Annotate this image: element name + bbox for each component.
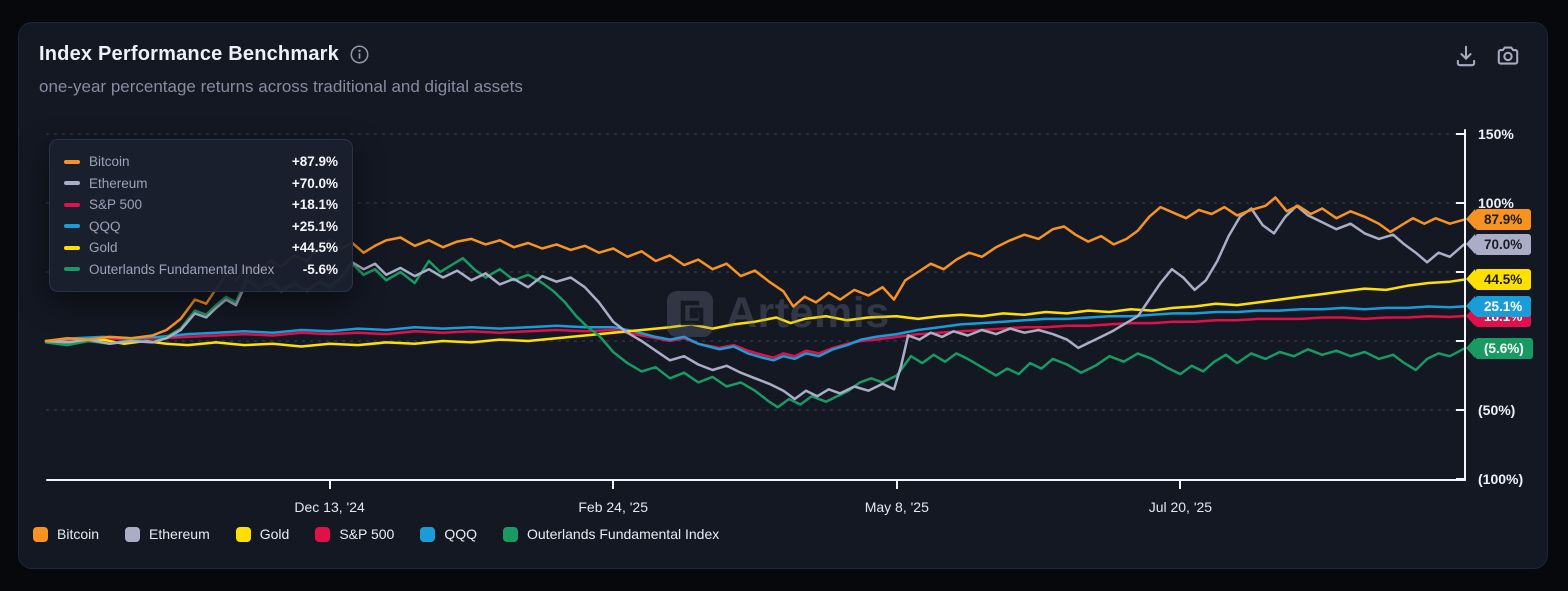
tooltip-series-value: +70.0%: [291, 175, 338, 191]
value-badge: 25.1%: [1466, 295, 1532, 317]
series-dash-swatch: [64, 159, 80, 164]
tooltip-series-value: +18.1%: [291, 197, 338, 213]
y-tick-mark: [1456, 409, 1465, 411]
tooltip-row: Ethereum +70.0%: [64, 173, 338, 195]
y-tick-mark: [1456, 133, 1465, 135]
y-tick-label: 150%: [1478, 126, 1514, 142]
value-badge-tip: [1466, 295, 1475, 316]
legend-label: S&P 500: [339, 526, 395, 542]
y-tick-mark: [1456, 340, 1465, 342]
card-subtitle: one-year percentage returns across tradi…: [39, 77, 523, 96]
header-actions: [1453, 43, 1521, 69]
value-badge: 44.5%: [1466, 269, 1532, 291]
series-line-s-p-500: [44, 314, 1466, 359]
x-tick-label: Dec 13, '24: [294, 499, 365, 515]
x-tick-label: Feb 24, '25: [578, 499, 648, 515]
legend-swatch: [315, 526, 331, 542]
tooltip-row: QQQ +25.1%: [64, 216, 338, 238]
legend-item-bitcoin[interactable]: Bitcoin: [33, 526, 99, 542]
y-tick-mark: [1456, 202, 1465, 204]
series-dash-swatch: [64, 224, 80, 229]
legend-label: Ethereum: [149, 526, 210, 542]
tooltip-series-name: Bitcoin: [89, 154, 130, 170]
legend-label: Outerlands Fundamental Index: [527, 526, 720, 542]
x-tick-mark: [895, 480, 898, 489]
card-header: Index Performance Benchmark: [39, 43, 370, 66]
legend-item-s-p-500[interactable]: S&P 500: [315, 526, 394, 542]
camera-icon: [1497, 46, 1519, 65]
value-badge: 87.9%: [1466, 209, 1532, 231]
tooltip-series-name: Ethereum: [89, 175, 148, 191]
x-tick-label: May 8, '25: [864, 499, 929, 515]
index-performance-card: Index Performance Benchmark one-year per…: [18, 22, 1548, 569]
value-badge-tip: [1466, 269, 1475, 290]
tooltip-series-value: -5.6%: [302, 261, 338, 277]
value-badge-tip: [1466, 233, 1475, 254]
tooltip-series-name: Outerlands Fundamental Index: [89, 261, 275, 277]
value-badge-tip: [1466, 209, 1475, 230]
legend-swatch: [503, 526, 518, 542]
tooltip-series-name: Gold: [89, 240, 118, 256]
tooltip-row: Outerlands Fundamental Index -5.6%: [64, 259, 338, 281]
legend-item-ethereum[interactable]: Ethereum: [125, 526, 210, 542]
series-line-qqq: [44, 305, 1466, 362]
page-title: Index Performance Benchmark: [39, 43, 339, 65]
legend-item-gold[interactable]: Gold: [235, 526, 290, 542]
legend: Bitcoin Ethereum Gold S&P 500 QQQ Outerlands …: [33, 526, 719, 542]
series-dash-swatch: [64, 267, 80, 272]
tooltip-row: Gold +44.5%: [64, 237, 338, 259]
value-badge-tip: [1466, 338, 1475, 359]
series-dash-swatch: [64, 245, 80, 250]
y-tick-label: (50%): [1478, 402, 1516, 418]
value-badge: (5.6%): [1466, 338, 1533, 360]
tooltip-series-name: S&P 500: [89, 197, 143, 213]
value-badge: 70.0%: [1466, 233, 1532, 255]
screenshot-button[interactable]: [1495, 43, 1521, 69]
tooltip-series-value: +87.9%: [291, 154, 338, 170]
legend-swatch: [33, 526, 48, 542]
series-line-gold: [44, 278, 1466, 348]
series-dash-swatch: [64, 181, 80, 186]
x-tick-mark: [328, 480, 331, 489]
legend-label: QQQ: [444, 526, 477, 542]
legend-item-qqq[interactable]: QQQ: [420, 526, 477, 542]
tooltip-series-name: QQQ: [89, 218, 121, 234]
y-tick-mark: [1456, 478, 1465, 480]
legend-swatch: [420, 526, 436, 542]
legend-item-outerlands-fundamental-index[interactable]: Outerlands Fundamental Index: [503, 526, 719, 542]
x-axis-line: [46, 479, 1466, 481]
tooltip-series-value: +25.1%: [291, 218, 338, 234]
download-icon: [1456, 45, 1476, 67]
y-tick-mark: [1456, 271, 1465, 273]
tooltip-series-value: +44.5%: [291, 240, 338, 256]
series-dash-swatch: [64, 202, 80, 207]
legend-swatch: [235, 526, 251, 542]
download-button[interactable]: [1453, 43, 1479, 69]
tooltip-row: Bitcoin +87.9%: [64, 151, 338, 173]
y-tick-label: 100%: [1478, 195, 1514, 211]
x-tick-mark: [1179, 480, 1182, 489]
y-tick-label: (100%): [1478, 471, 1524, 487]
info-icon[interactable]: [349, 44, 370, 65]
x-tick-mark: [612, 480, 615, 489]
hover-tooltip: Bitcoin +87.9% Ethereum +70.0% S&P 500 +18.1%…: [49, 139, 353, 292]
x-tick-label: Jul 20, '25: [1148, 499, 1213, 515]
legend-swatch: [125, 526, 141, 542]
tooltip-row: S&P 500 +18.1%: [64, 194, 338, 216]
legend-label: Gold: [259, 526, 290, 542]
legend-label: Bitcoin: [57, 526, 100, 542]
y-axis-line: [1464, 129, 1466, 481]
